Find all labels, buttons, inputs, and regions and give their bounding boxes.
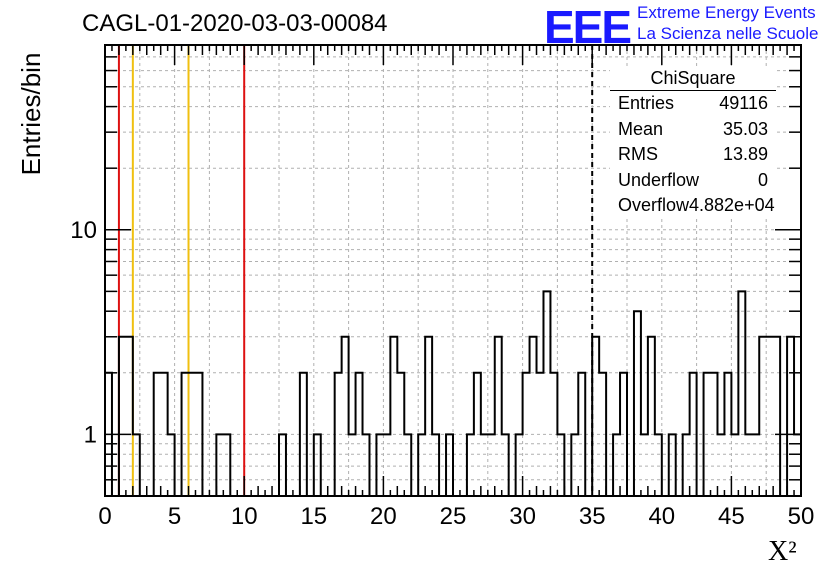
x-tick-label: 45 (718, 503, 745, 530)
stats-value: 49116 (719, 93, 768, 113)
x-tick-label: 15 (300, 503, 327, 530)
stats-row: Entries 49116 (610, 91, 776, 117)
x-axis-label: X² (768, 536, 797, 567)
stats-label: Entries (618, 93, 675, 113)
stats-label: Overflow (618, 195, 690, 215)
stats-value: 4.882e+04 (689, 195, 775, 215)
x-tick-label: 25 (440, 503, 467, 530)
x-tick-label: 0 (98, 503, 111, 530)
eee-logo: EEE (544, 1, 632, 53)
stats-label: RMS (618, 144, 658, 164)
y-tick-label: 10 (70, 217, 97, 244)
stats-value: 0 (757, 169, 768, 190)
stats-row: Underflow 0 (610, 168, 776, 194)
stats-row: Mean 35.03 (610, 117, 776, 143)
stats-label: Mean (618, 118, 664, 139)
histogram-line (105, 290, 801, 496)
y-tick-label: 1 (84, 421, 97, 448)
x-tick-label: 10 (231, 503, 258, 530)
chart-title: CAGL-01-2020-03-03-00084 (82, 10, 388, 37)
y-axis-label: Entries/bin (16, 52, 46, 176)
x-tick-label: 5 (168, 503, 181, 530)
stats-row: Overflow 4.882e+04 (610, 193, 776, 219)
x-tick-label: 20 (370, 503, 397, 530)
stats-value: 35.03 (722, 118, 768, 139)
x-tick-label: 30 (509, 503, 536, 530)
x-tick-label: 35 (579, 503, 606, 530)
logo-subtitle-1: Extreme Energy Events (637, 3, 816, 22)
stats-title: ChiSquare (610, 68, 776, 91)
logo-subtitle-2: La Scienza nelle Scuole (637, 24, 819, 43)
stats-label: Underflow (618, 169, 700, 190)
stats-box: ChiSquare Entries 49116 Mean 35.03 RMS 1… (610, 68, 776, 219)
x-tick-label: 40 (648, 503, 675, 530)
x-tick-label: 50 (788, 503, 815, 530)
stats-row: RMS 13.89 (610, 142, 776, 168)
stats-value: 13.89 (722, 144, 768, 164)
